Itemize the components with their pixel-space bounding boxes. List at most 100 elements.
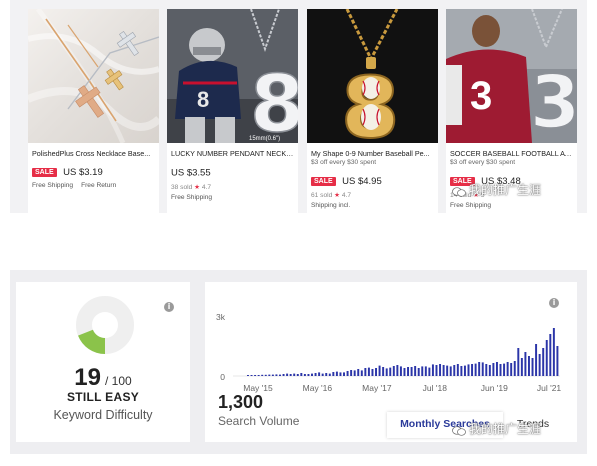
product-card[interactable]: 3 3 SOCCER BASEBALL FOOTBALL ATH... $3 o… bbox=[446, 9, 577, 213]
x-tick-label: Jun '19 bbox=[481, 383, 508, 393]
volume-bar bbox=[371, 369, 374, 376]
donut-fill bbox=[78, 329, 105, 354]
product-image[interactable]: 8 bbox=[307, 9, 438, 143]
volume-bar bbox=[314, 373, 317, 376]
sale-badge: SALE bbox=[450, 177, 475, 187]
product-image[interactable] bbox=[28, 9, 159, 143]
keyword-metrics: i 19/ 100 STILL EASY Keyword Difficulty … bbox=[10, 270, 587, 454]
sales-rating: 38 sold ★ 4.7 bbox=[171, 183, 211, 191]
volume-bar bbox=[442, 365, 445, 376]
shipping-info: Free Shipping bbox=[171, 194, 213, 201]
y-tick-label: 3k bbox=[216, 312, 226, 322]
volume-bar bbox=[247, 375, 249, 376]
x-tick-label: May '15 bbox=[243, 383, 273, 393]
volume-bar bbox=[332, 372, 335, 376]
x-tick-label: May '17 bbox=[362, 383, 392, 393]
volume-bar bbox=[520, 358, 523, 376]
search-volume-card: i 3k 0 May '15 May '16 May '17 Jul '18 Jun '… bbox=[205, 282, 577, 442]
volume-bar bbox=[407, 367, 410, 376]
volume-bar bbox=[257, 375, 260, 376]
pendant-digit: 8 bbox=[341, 59, 399, 143]
volume-bar bbox=[549, 334, 552, 376]
volume-bar bbox=[428, 367, 431, 376]
price-row: SALE US $4.95 bbox=[311, 173, 382, 191]
difficulty-score: 19 / 100 bbox=[16, 364, 190, 392]
volume-bar bbox=[392, 366, 395, 376]
volume-bar bbox=[318, 372, 321, 376]
volume-bar bbox=[350, 370, 353, 376]
tab-trends[interactable]: Trends bbox=[516, 418, 550, 430]
volume-bar bbox=[268, 374, 271, 376]
volume-bar bbox=[335, 371, 338, 376]
volume-bar bbox=[403, 368, 406, 376]
volume-bar bbox=[517, 348, 520, 376]
volume-bar bbox=[275, 374, 278, 376]
volume-bar bbox=[414, 366, 417, 376]
tab-monthly-searches[interactable]: Monthly Searches bbox=[387, 412, 503, 438]
volume-bar bbox=[499, 364, 502, 376]
volume-bar bbox=[474, 363, 477, 376]
offer-text: $3 off every $30 spent bbox=[450, 159, 516, 166]
pendant-digit: 3 bbox=[530, 60, 577, 143]
volume-bar bbox=[264, 374, 267, 376]
volume-bar bbox=[396, 365, 399, 376]
product-card[interactable]: 8 8 15mm(0.6") LUCKY NUMBER PENDANT NECK… bbox=[167, 9, 298, 213]
shipping-info: Free Shipping bbox=[450, 202, 492, 209]
volume-bar bbox=[495, 362, 498, 376]
size-tag: 15mm(0.6") bbox=[249, 136, 280, 142]
product-title[interactable]: My Shape 0-9 Number Baseball Pe... bbox=[311, 149, 430, 158]
volume-bar bbox=[435, 365, 438, 376]
volume-bar bbox=[300, 373, 303, 376]
volume-bar bbox=[385, 368, 388, 376]
volume-bar bbox=[542, 348, 545, 376]
volume-bar bbox=[524, 352, 527, 376]
volume-bar bbox=[488, 365, 491, 376]
product-price: US $3.19 bbox=[63, 167, 103, 179]
product-image[interactable]: 8 8 15mm(0.6") bbox=[167, 9, 298, 143]
star-icon: ★ bbox=[473, 192, 480, 199]
volume-bar bbox=[307, 374, 310, 376]
volume-bar bbox=[492, 363, 495, 376]
wechat-icon bbox=[452, 425, 466, 436]
search-volume-label: Search Volume bbox=[218, 414, 300, 428]
volume-bar bbox=[410, 367, 413, 376]
product-price: US $3.48 bbox=[481, 176, 521, 188]
y-tick-label: 0 bbox=[220, 372, 225, 382]
volume-bar bbox=[478, 362, 481, 376]
wechat-icon bbox=[452, 186, 466, 197]
volume-bar bbox=[328, 373, 331, 376]
volume-bar bbox=[446, 365, 449, 376]
volume-bar bbox=[311, 373, 313, 376]
difficulty-level: STILL EASY bbox=[66, 390, 140, 404]
volume-bar bbox=[254, 375, 257, 376]
volume-bar bbox=[513, 361, 516, 376]
watermark-text: 我的推广生涯 bbox=[469, 422, 542, 436]
star-icon: ★ bbox=[194, 184, 201, 191]
product-card[interactable]: 8 My Shape 0-9 Number Baseball Pe... $3 … bbox=[307, 9, 438, 213]
volume-bar bbox=[339, 372, 342, 376]
difficulty-value: 19 bbox=[74, 364, 101, 391]
product-title[interactable]: LUCKY NUMBER PENDANT NECKL... bbox=[171, 149, 295, 158]
volume-bar bbox=[271, 374, 274, 376]
volume-bar bbox=[456, 364, 459, 376]
watermark: 我的推广生涯 bbox=[452, 181, 541, 198]
volume-bar bbox=[527, 356, 530, 376]
sale-badge: SALE bbox=[311, 177, 336, 187]
difficulty-label: Keyword Difficulty bbox=[53, 408, 153, 422]
product-card[interactable]: PolishedPlus Cross Necklace Base... SALE… bbox=[28, 9, 159, 213]
rating-value: 4.7 bbox=[201, 184, 212, 191]
volume-bar bbox=[382, 367, 385, 376]
volume-bar bbox=[303, 374, 306, 376]
rating-value: 4.7 bbox=[341, 192, 352, 199]
volume-bar bbox=[261, 374, 264, 376]
volume-bar bbox=[485, 364, 488, 376]
product-title[interactable]: PolishedPlus Cross Necklace Base... bbox=[32, 149, 151, 158]
volume-bar bbox=[449, 366, 452, 376]
sales-rating: 61 sold ★ 4.7 bbox=[311, 191, 351, 199]
product-price: US $3.55 bbox=[171, 167, 211, 179]
product-image[interactable]: 3 3 bbox=[446, 9, 577, 143]
product-title[interactable]: SOCCER BASEBALL FOOTBALL ATH... bbox=[450, 149, 574, 158]
volume-bar bbox=[545, 340, 548, 376]
info-icon[interactable]: i bbox=[164, 302, 174, 312]
info-icon[interactable]: i bbox=[549, 298, 559, 308]
